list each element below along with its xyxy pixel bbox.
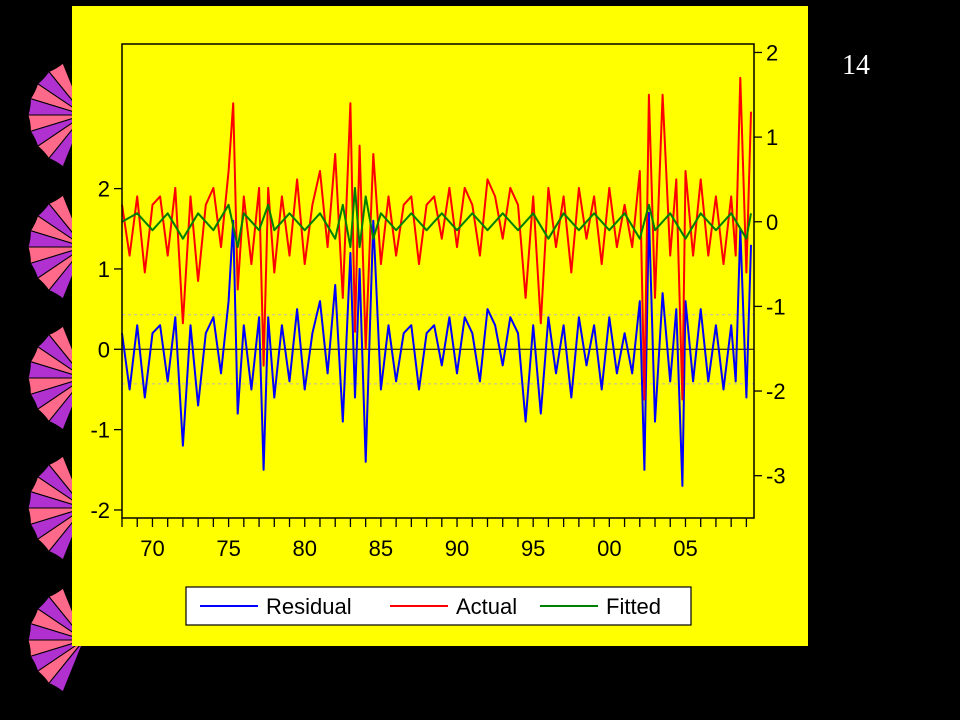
left-tick-label: -2 — [90, 498, 110, 523]
right-tick-label: 0 — [766, 210, 778, 235]
left-tick-label: 2 — [98, 177, 110, 202]
right-tick-label: -2 — [766, 379, 786, 404]
right-tick-label: -3 — [766, 464, 786, 489]
axes: 70 75 80 85 90 95 00 05 2 1 0 -1 -2 -3 2 1 0 -1 -2 — [90, 40, 785, 561]
right-tick-label: 2 — [766, 40, 778, 65]
x-tick-label: 80 — [293, 536, 317, 561]
x-tick-label: 00 — [597, 536, 621, 561]
legend-label-fitted: Fitted — [606, 594, 661, 619]
right-tick-label: 1 — [766, 125, 778, 150]
series-lines — [121, 76, 752, 487]
legend-label-residual: Residual — [266, 594, 352, 619]
left-tick-label: 1 — [98, 257, 110, 282]
left-tick-label: -1 — [90, 418, 110, 443]
x-tick-label: 90 — [445, 536, 469, 561]
x-tick-label: 95 — [521, 536, 545, 561]
x-tick-label: 05 — [673, 536, 697, 561]
x-tick-label: 70 — [140, 536, 164, 561]
slide-number: 14 — [842, 50, 870, 81]
fan-5 — [27, 587, 85, 693]
fan-segment — [47, 639, 85, 693]
x-tick-label: 75 — [216, 536, 240, 561]
plot-frame — [121, 43, 755, 519]
legend-label-actual: Actual — [456, 594, 517, 619]
left-tick-label: 0 — [98, 337, 110, 362]
x-tick-label: 85 — [369, 536, 393, 561]
series-residual — [121, 211, 752, 487]
legend: Residual Actual Fitted — [185, 586, 692, 626]
right-tick-label: -1 — [766, 294, 786, 319]
series-fitted — [121, 186, 752, 249]
